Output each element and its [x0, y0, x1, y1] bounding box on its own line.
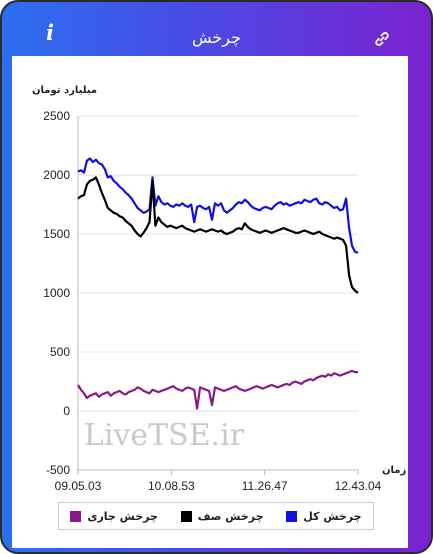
page-title: چرخش: [191, 28, 241, 47]
x-tick-label: 12.43.04: [335, 479, 382, 493]
legend-label-queue: چرخش صف: [197, 509, 264, 523]
series-line-queue: [77, 176, 359, 294]
info-icon[interactable]: i: [46, 20, 54, 45]
x-tick-label: 09.05.03: [55, 479, 102, 493]
x-tick-labels: 09.05.03 10.08.53 11.26.47 12.43.04: [55, 470, 382, 493]
y-tick-label: -500: [46, 463, 70, 477]
x-tick-label: 10.08.53: [148, 479, 195, 493]
legend-label-current: چرخش جاری: [87, 509, 158, 523]
y-tick-label: 1000: [43, 286, 70, 300]
y-axis-title: میلیارد تومان: [32, 85, 97, 96]
y-tick-label: 2000: [43, 168, 70, 182]
header: i چرخش: [2, 2, 431, 56]
legend-label-total: چرخش کل: [303, 509, 362, 523]
chart-panel: LiveTSE.ir میلیارد تومان زمان -500 0 500 10…: [12, 56, 408, 548]
y-tick-label: 2500: [43, 109, 70, 123]
y-tick-label: 1500: [43, 227, 70, 241]
series-line-total: [77, 157, 359, 254]
legend-swatch-queue: [180, 510, 192, 522]
legend-swatch-current: [70, 510, 82, 522]
link-icon[interactable]: [374, 31, 390, 51]
legend: چرخش کل چرخش صف چرخش جاری: [58, 502, 374, 530]
y-tick-label: 0: [63, 404, 70, 418]
legend-item-current[interactable]: چرخش جاری: [70, 510, 158, 523]
x-axis-title: زمان: [382, 465, 406, 476]
watermark: LiveTSE.ir: [84, 418, 245, 453]
legend-swatch-total: [286, 510, 298, 522]
chart: LiveTSE.ir میلیارد تومان زمان -500 0 500 10…: [32, 85, 406, 493]
legend-item-queue[interactable]: چرخش صف: [180, 509, 264, 523]
y-tick-labels: -500 0 500 1000 1500 2000 2500: [43, 109, 70, 477]
series-line-current: [77, 369, 358, 410]
x-tick-label: 11.26.47: [242, 479, 288, 493]
y-tick-label: 500: [50, 345, 70, 359]
series-layer: [77, 157, 359, 410]
chart-grid: [77, 115, 358, 471]
legend-item-total[interactable]: چرخش کل: [286, 509, 362, 523]
